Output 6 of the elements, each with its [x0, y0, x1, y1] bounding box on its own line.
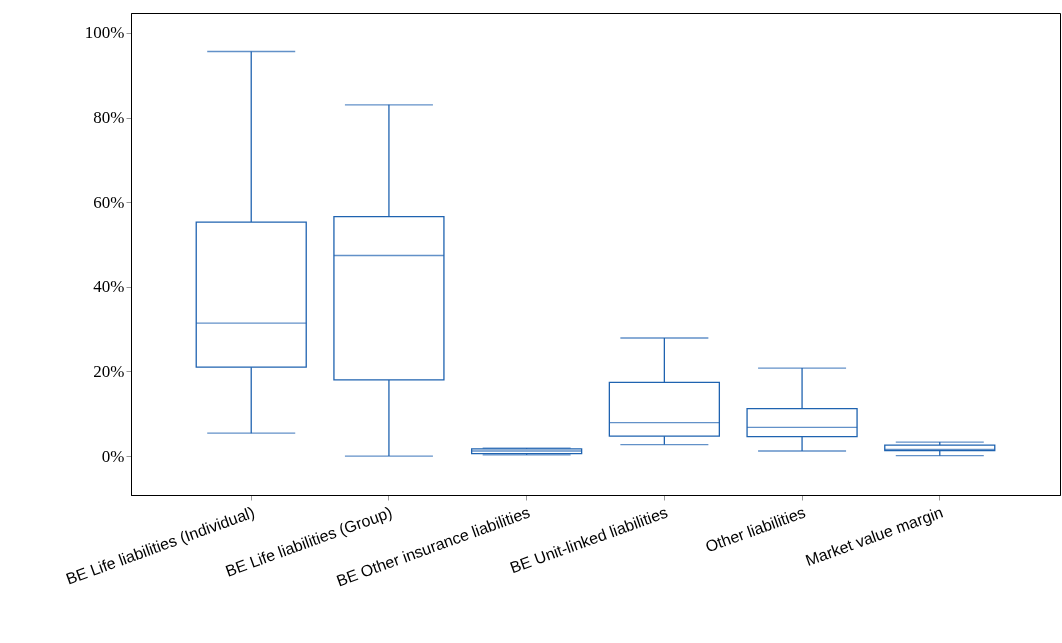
y-tick-label: 60%	[93, 192, 125, 212]
y-tick-label: 0%	[101, 446, 125, 466]
y-tick-label: 20%	[93, 361, 125, 381]
y-tick-label: 40%	[93, 277, 125, 297]
y-tick-label: 100%	[84, 23, 125, 43]
y-tick-label: 80%	[93, 108, 125, 128]
